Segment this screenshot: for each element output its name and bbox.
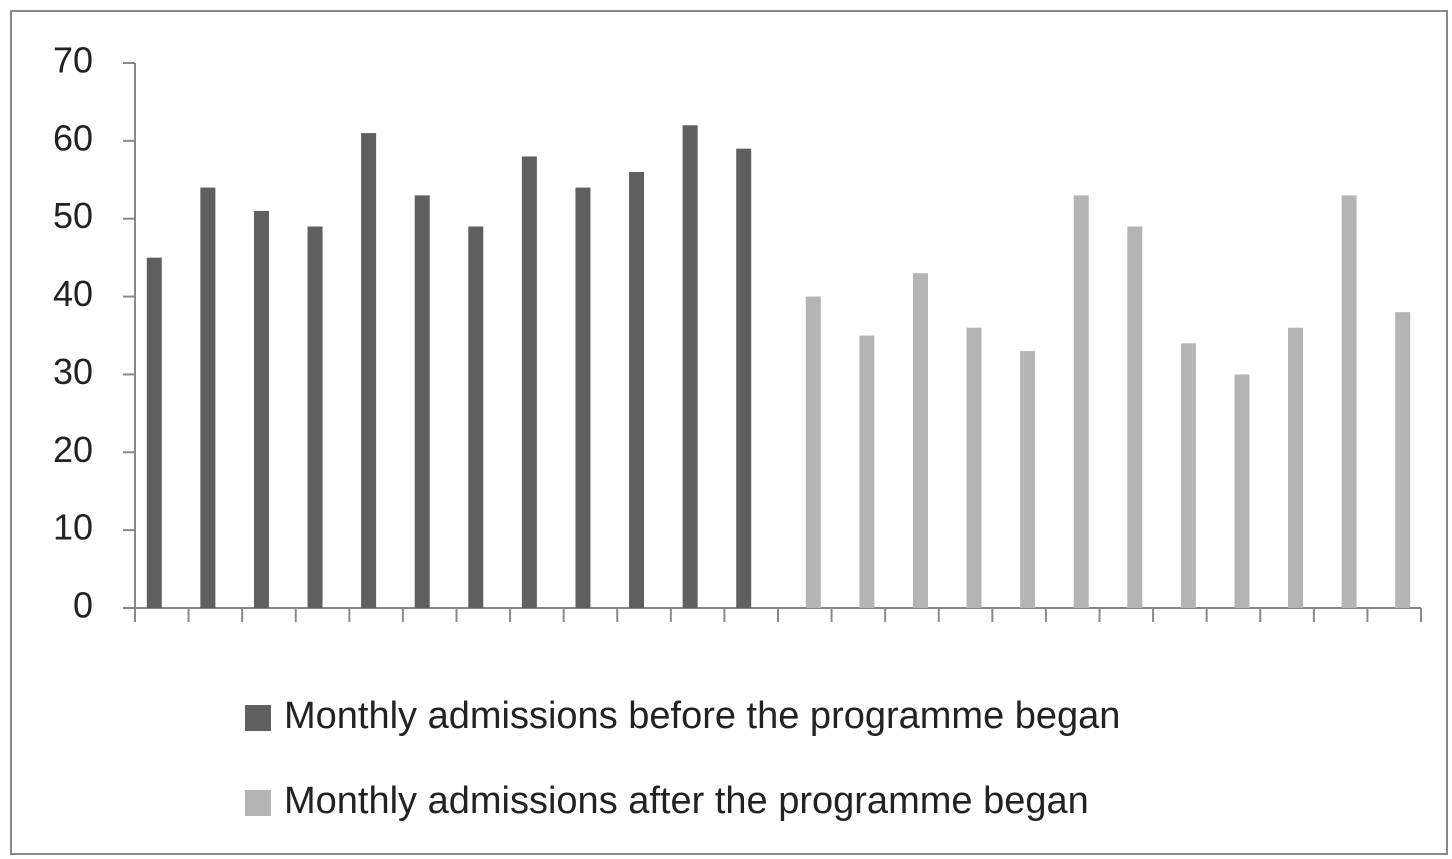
y-tick-label: 20 [53, 429, 93, 470]
bar [253, 210, 269, 608]
bar [146, 257, 162, 608]
bar [1288, 327, 1304, 608]
bar [1234, 374, 1250, 608]
bar [200, 187, 216, 609]
bar [307, 226, 323, 608]
bar [468, 226, 484, 608]
bar [912, 273, 928, 608]
legend-swatch [245, 705, 271, 731]
y-tick-label: 50 [53, 195, 93, 236]
bar [521, 156, 537, 608]
y-tick-label: 70 [53, 40, 93, 81]
bar [682, 125, 698, 609]
y-tick-label: 60 [53, 117, 93, 158]
y-tick-label: 40 [53, 273, 93, 314]
bar [361, 133, 377, 609]
bar [1073, 195, 1089, 608]
bar [966, 327, 982, 608]
bar [805, 296, 821, 608]
bar [1341, 195, 1357, 608]
legend-label: Monthly admissions after the programme b… [284, 780, 1089, 822]
bar [1127, 226, 1143, 608]
y-tick-label: 10 [53, 507, 93, 548]
bar [414, 195, 430, 608]
bar [1020, 351, 1036, 608]
bar [736, 148, 752, 608]
y-tick-label: 0 [73, 585, 93, 626]
legend-label: Monthly admissions before the programme … [284, 695, 1120, 737]
legend-swatch [245, 790, 271, 816]
bar [1180, 343, 1196, 608]
bar [629, 172, 645, 608]
bar [575, 187, 591, 609]
y-tick-label: 30 [53, 351, 93, 392]
bar [859, 335, 875, 608]
bar [1395, 312, 1411, 608]
